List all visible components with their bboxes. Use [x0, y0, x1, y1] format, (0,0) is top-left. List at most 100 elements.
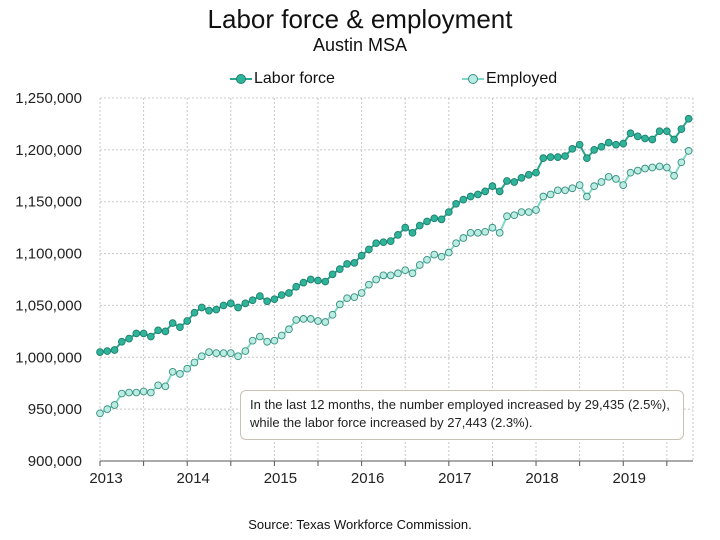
- data-point-labor-force: [495, 187, 504, 196]
- data-point-employed: [132, 388, 141, 397]
- data-point-employed: [553, 186, 562, 195]
- data-point-labor-force: [423, 217, 431, 226]
- data-point-employed: [677, 158, 686, 167]
- y-tick-label: 1,200,000: [15, 142, 82, 159]
- data-point-labor-force: [633, 132, 642, 141]
- data-point-labor-force: [263, 297, 271, 306]
- data-point-labor-force: [299, 278, 308, 287]
- data-point-employed: [452, 239, 460, 248]
- data-point-employed: [248, 336, 257, 345]
- data-point-labor-force: [670, 135, 678, 144]
- data-point-labor-force: [590, 146, 599, 154]
- legend-item-employed: Employed: [462, 70, 557, 88]
- data-point-employed: [161, 382, 170, 391]
- data-point-employed: [662, 163, 671, 172]
- data-point-labor-force: [132, 329, 141, 338]
- data-point-labor-force: [139, 329, 148, 338]
- data-point-labor-force: [147, 332, 155, 341]
- data-point-employed: [372, 275, 381, 284]
- data-point-labor-force: [604, 138, 613, 147]
- data-point-employed: [117, 389, 126, 398]
- data-point-employed: [633, 166, 642, 175]
- data-point-labor-force: [503, 177, 511, 185]
- data-point-labor-force: [314, 276, 322, 285]
- data-point-labor-force: [583, 154, 591, 163]
- data-point-employed: [212, 349, 221, 357]
- data-point-labor-force: [510, 178, 519, 186]
- data-point-labor-force: [248, 296, 257, 305]
- data-point-labor-force: [532, 168, 540, 177]
- x-tick-label: 2014: [177, 470, 210, 487]
- data-point-labor-force: [474, 190, 482, 199]
- data-point-employed: [183, 364, 192, 373]
- data-point-labor-force: [539, 154, 548, 163]
- series-line-labor-force: [99, 118, 690, 354]
- y-tick-label: 1,100,000: [15, 246, 82, 263]
- data-point-labor-force: [546, 153, 555, 161]
- data-point-employed: [154, 381, 162, 390]
- data-point-labor-force: [466, 192, 475, 201]
- data-point-employed: [292, 316, 301, 324]
- data-point-labor-force: [415, 221, 424, 230]
- data-point-employed: [583, 192, 591, 201]
- data-point-employed: [103, 405, 112, 413]
- data-point-labor-force: [408, 228, 417, 237]
- data-point-labor-force: [183, 317, 192, 325]
- data-point-labor-force: [103, 347, 112, 355]
- data-point-employed: [386, 271, 395, 280]
- y-tick-label: 900,000: [28, 453, 82, 470]
- data-point-labor-force: [575, 140, 584, 149]
- legend-item-labor-force: Labor force: [230, 70, 335, 88]
- data-point-employed: [234, 352, 242, 361]
- data-point-labor-force: [110, 346, 119, 354]
- data-point-employed: [481, 227, 490, 236]
- data-point-labor-force: [561, 152, 569, 160]
- y-tick-label: 1,000,000: [15, 349, 82, 366]
- data-point-employed: [394, 269, 402, 278]
- data-point-labor-force: [372, 239, 381, 248]
- data-point-labor-force: [241, 299, 250, 308]
- data-point-labor-force: [343, 260, 351, 268]
- data-point-labor-force: [481, 187, 490, 196]
- y-tick-label: 1,250,000: [15, 90, 82, 107]
- data-point-labor-force: [597, 142, 606, 151]
- x-tick-label: 2016: [351, 470, 384, 487]
- x-tick-label: 2017: [438, 470, 471, 487]
- data-point-labor-force: [662, 127, 671, 136]
- data-point-labor-force: [365, 245, 373, 254]
- data-point-labor-force: [517, 174, 526, 182]
- data-point-employed: [408, 269, 417, 278]
- data-point-employed: [532, 206, 540, 214]
- data-point-labor-force: [205, 306, 213, 315]
- data-point-labor-force: [394, 231, 402, 239]
- data-point-employed: [139, 387, 148, 396]
- y-tick-label: 1,150,000: [15, 194, 82, 211]
- data-point-labor-force: [452, 199, 460, 208]
- chart-title: Labor force & employment: [207, 4, 513, 34]
- legend: Labor force Employed: [0, 70, 720, 92]
- legend-swatch-employed: [462, 73, 484, 85]
- data-point-labor-force: [612, 140, 620, 149]
- data-point-employed: [568, 184, 577, 193]
- data-point-employed: [125, 388, 133, 397]
- data-point-labor-force: [648, 135, 657, 144]
- data-point-labor-force: [285, 289, 293, 297]
- data-point-employed: [335, 300, 344, 309]
- data-point-employed: [190, 358, 199, 367]
- data-point-employed: [306, 315, 315, 323]
- data-point-employed: [575, 181, 584, 189]
- data-point-employed: [176, 370, 184, 378]
- data-point-employed: [263, 337, 271, 346]
- legend-label-employed: Employed: [486, 70, 558, 87]
- data-point-employed: [241, 347, 250, 355]
- data-point-employed: [147, 388, 155, 397]
- data-point-labor-force: [619, 139, 628, 148]
- data-point-employed: [444, 248, 453, 257]
- data-point-labor-force: [328, 270, 337, 279]
- data-point-labor-force: [488, 182, 497, 191]
- data-point-employed: [110, 401, 119, 409]
- data-point-employed: [670, 171, 678, 180]
- series-line-employed: [99, 150, 690, 415]
- data-point-labor-force: [568, 144, 577, 153]
- data-point-employed: [357, 289, 366, 297]
